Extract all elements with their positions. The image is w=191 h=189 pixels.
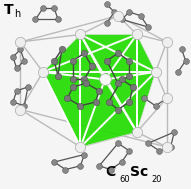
Point [83,78,86,81]
Point [60,48,63,51]
Point [64,168,67,171]
Point [128,149,131,152]
Point [128,74,131,77]
Point [66,97,69,100]
Point [103,78,106,81]
Point [173,131,176,134]
Point [79,33,82,36]
Point [26,85,29,88]
Point [135,131,138,134]
Text: h: h [14,9,20,19]
Point [19,40,22,43]
Point [23,59,26,62]
Point [176,70,180,74]
Point [57,74,60,77]
Point [83,153,86,156]
Point [71,59,74,62]
Point [120,78,123,81]
Point [117,52,120,55]
Point [98,89,101,92]
Point [117,142,120,145]
Point [109,168,112,171]
Point [83,52,86,55]
Polygon shape [43,34,155,147]
Point [19,48,22,51]
Point [117,82,120,85]
Point [120,18,123,21]
Point [131,85,134,88]
Point [71,85,74,88]
Point [165,97,168,100]
Point [15,89,18,92]
Point [113,10,116,13]
Point [154,104,157,107]
Point [23,104,26,107]
Point [117,14,120,17]
Point [19,108,22,111]
Point [139,14,142,17]
Point [11,101,15,104]
Point [128,59,131,62]
Point [165,40,168,43]
Point [79,104,82,107]
Point [41,70,45,74]
Point [128,101,131,104]
Point [146,142,150,145]
Point [146,26,150,29]
Point [184,59,187,62]
Point [53,59,56,62]
Point [98,164,101,167]
Point [107,101,110,104]
Point [34,18,37,21]
Text: 20: 20 [152,175,162,184]
Point [53,7,56,10]
Point [105,22,108,25]
Point [79,164,82,167]
Point [57,18,60,21]
Point [11,55,15,58]
Point [41,7,45,10]
Point [90,65,93,68]
Point [169,146,172,149]
Point [85,82,88,85]
Point [158,149,161,152]
Point [143,97,146,100]
Point [105,59,108,62]
Text: T: T [4,3,13,17]
Point [15,67,18,70]
Point [154,70,157,74]
Point [53,160,56,163]
Point [135,33,138,36]
Point [180,48,183,51]
Point [105,3,108,6]
Point [165,97,168,100]
Point [120,160,123,163]
Text: 60: 60 [119,175,129,184]
Text: Sc: Sc [130,165,148,179]
Point [117,108,120,111]
Point [128,10,131,13]
Point [79,146,82,149]
Point [71,78,74,81]
Point [165,146,168,149]
Point [94,101,97,104]
Text: C: C [105,165,115,179]
